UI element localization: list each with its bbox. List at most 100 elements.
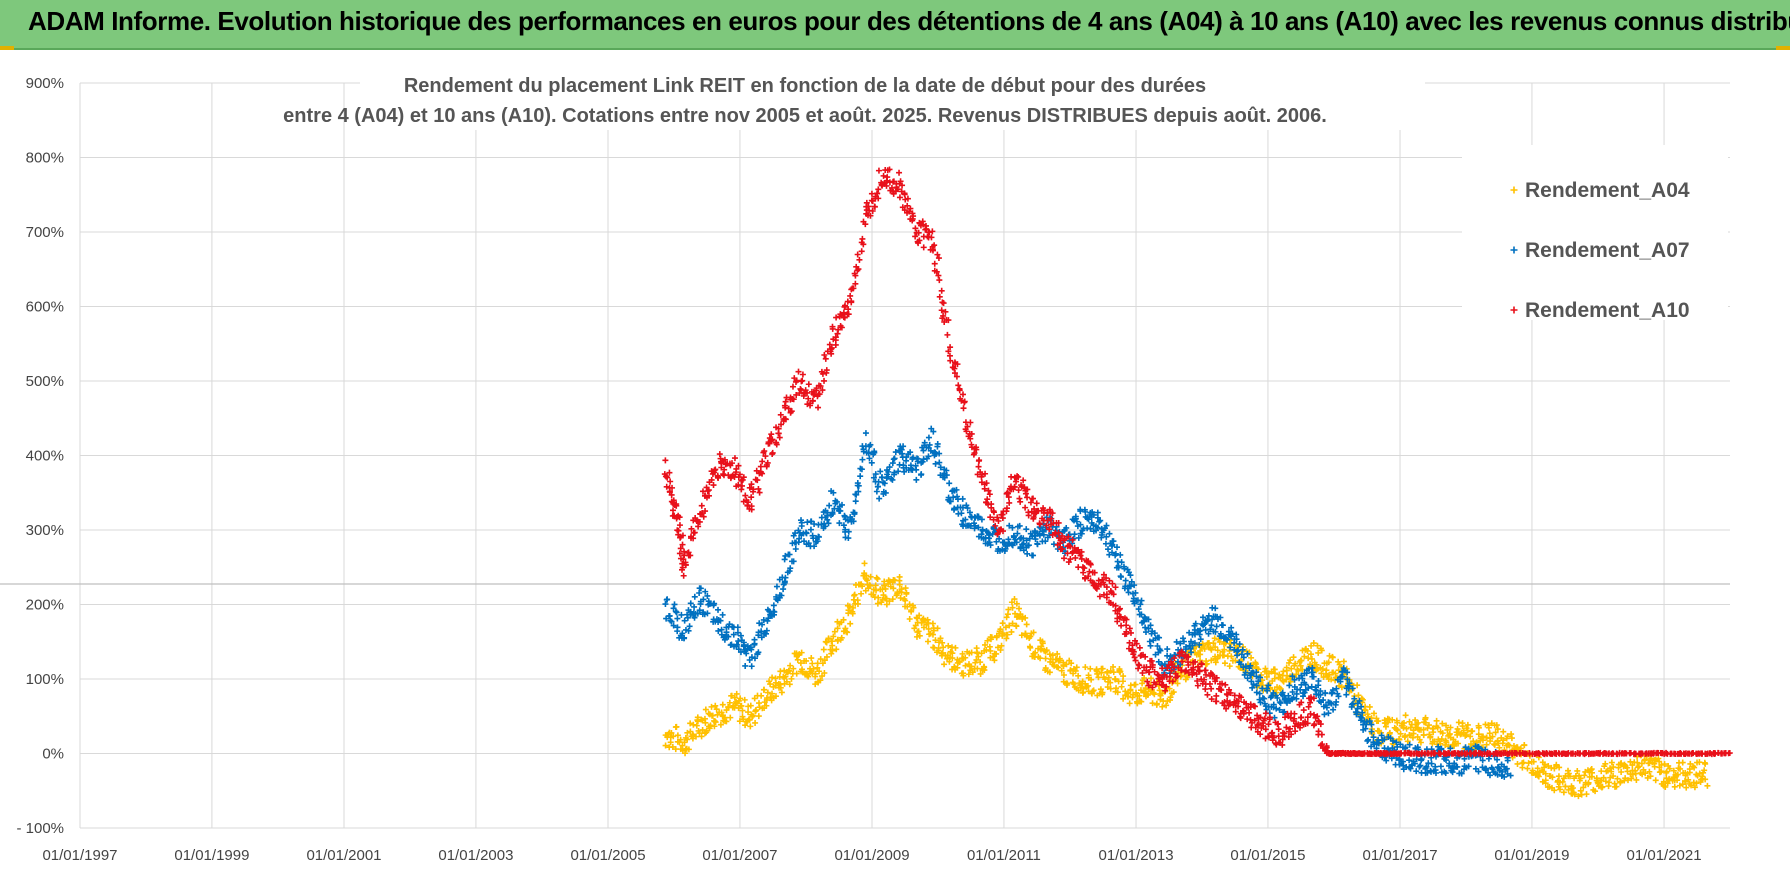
scatter-chart: - 100% 0% 100% 200% 300% 400% 500% 600% 700% 800%…	[0, 50, 1790, 887]
data-point	[1401, 734, 1408, 741]
data-point	[1454, 725, 1461, 732]
data-point	[769, 674, 776, 681]
data-point	[743, 650, 750, 657]
data-point	[930, 428, 937, 435]
data-point	[1412, 717, 1419, 724]
data-point	[977, 670, 984, 677]
data-point	[674, 732, 681, 739]
data-point	[1329, 654, 1336, 661]
data-point	[1280, 668, 1287, 675]
data-point	[772, 679, 779, 686]
data-point	[1310, 640, 1317, 647]
data-point	[1193, 671, 1200, 678]
data-point	[773, 593, 780, 600]
data-point	[734, 629, 741, 636]
data-point	[1067, 667, 1074, 674]
data-point	[1247, 701, 1254, 708]
data-point	[805, 540, 812, 547]
data-point	[934, 443, 941, 450]
y-tick-label: 700%	[26, 224, 64, 241]
data-point	[715, 627, 722, 634]
data-point	[1067, 543, 1074, 550]
data-point	[875, 195, 882, 202]
data-point	[961, 398, 968, 405]
data-point	[831, 628, 838, 635]
data-point	[1229, 630, 1236, 637]
data-point	[1032, 536, 1039, 543]
data-point	[1094, 524, 1101, 531]
data-point	[1325, 710, 1332, 717]
data-point	[1197, 627, 1204, 634]
data-point	[1107, 685, 1114, 692]
data-point	[1254, 712, 1261, 719]
data-point	[828, 344, 835, 351]
data-point	[1475, 749, 1482, 756]
y-tick-label: 100%	[26, 671, 64, 688]
data-point	[1638, 760, 1645, 767]
data-point	[1514, 760, 1521, 767]
data-point	[1276, 684, 1283, 691]
data-point	[690, 721, 697, 728]
data-point	[848, 298, 855, 305]
data-point	[1408, 762, 1415, 769]
data-point	[1192, 620, 1199, 627]
corner-mark-left	[0, 46, 14, 50]
data-point	[829, 638, 836, 645]
data-point	[733, 690, 740, 697]
data-point	[1146, 669, 1153, 676]
data-point	[837, 322, 844, 329]
data-point	[1054, 650, 1061, 657]
data-point	[885, 468, 892, 475]
data-point	[721, 456, 728, 463]
data-point	[1663, 768, 1670, 775]
data-point	[959, 495, 966, 502]
data-point	[1109, 580, 1116, 587]
data-point	[913, 633, 920, 640]
data-point	[1016, 522, 1023, 529]
data-point	[1288, 665, 1295, 672]
data-point	[934, 625, 941, 632]
data-point	[1634, 759, 1641, 766]
data-point	[850, 285, 857, 292]
data-point	[710, 600, 717, 607]
data-point	[982, 470, 989, 477]
data-point	[742, 722, 749, 729]
data-point	[802, 387, 809, 394]
data-point	[1186, 629, 1193, 636]
data-point	[793, 391, 800, 398]
data-point	[738, 486, 745, 493]
data-point	[1037, 655, 1044, 662]
data-point	[758, 634, 765, 641]
data-point	[1272, 670, 1279, 677]
data-point	[751, 655, 758, 662]
data-point	[966, 430, 973, 437]
data-point	[1363, 721, 1370, 728]
data-point	[688, 525, 695, 532]
data-point	[931, 242, 938, 249]
data-point	[1608, 768, 1615, 775]
data-point	[684, 614, 691, 621]
data-point	[1494, 764, 1501, 771]
data-point	[740, 474, 747, 481]
data-point	[1233, 636, 1240, 643]
data-point	[1036, 520, 1043, 527]
data-point	[1180, 638, 1187, 645]
data-point	[1640, 766, 1647, 773]
data-point	[1513, 744, 1520, 751]
data-point	[696, 607, 703, 614]
data-point	[1458, 770, 1465, 777]
data-point	[1075, 534, 1082, 541]
data-point	[1263, 673, 1270, 680]
data-point	[1030, 514, 1037, 521]
data-point	[1159, 665, 1166, 672]
data-point	[975, 524, 982, 531]
data-point	[810, 665, 817, 672]
x-tick-label: 01/01/2003	[438, 847, 513, 864]
data-point	[1025, 542, 1032, 549]
data-point	[1501, 773, 1508, 780]
data-point	[1092, 584, 1099, 591]
data-point	[760, 616, 767, 623]
data-point	[1114, 618, 1121, 625]
data-point	[1169, 661, 1176, 668]
data-point	[1321, 711, 1328, 718]
